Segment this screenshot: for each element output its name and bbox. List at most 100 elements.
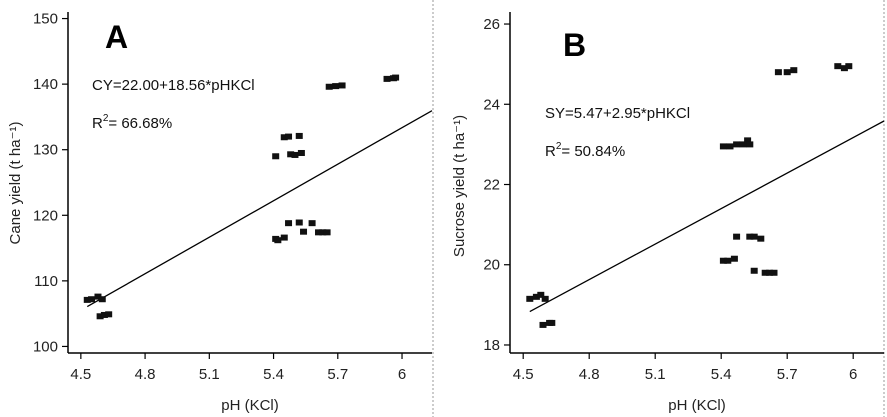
data-point xyxy=(287,151,295,158)
r-squared-value: = 50.84% xyxy=(561,143,625,160)
y-tick-label: 20 xyxy=(483,257,500,274)
x-tick-label: 5.4 xyxy=(263,366,284,383)
r-squared: R2= 50.84% xyxy=(545,141,625,160)
y-tick-label: 26 xyxy=(483,16,500,33)
data-point xyxy=(539,321,547,328)
r-squared: R2= 66.68% xyxy=(92,113,172,132)
x-tick-label: 6 xyxy=(398,366,406,383)
data-point xyxy=(730,255,738,262)
data-point xyxy=(105,311,113,318)
data-point xyxy=(300,228,308,235)
regression-equation: SY=5.47+2.95*pHKCl xyxy=(545,105,690,122)
data-point xyxy=(323,229,331,236)
y-axis-label: Sucrose yield (t ha⁻¹) xyxy=(451,115,468,257)
x-tick-label: 5.7 xyxy=(327,366,348,383)
data-point xyxy=(724,257,732,264)
y-tick-label: 150 xyxy=(33,11,58,28)
data-point xyxy=(88,296,96,303)
x-tick-label: 4.5 xyxy=(513,366,534,383)
data-point xyxy=(98,296,106,303)
data-point xyxy=(272,153,280,160)
data-point xyxy=(719,143,727,150)
data-point xyxy=(541,295,549,302)
y-tick-label: 110 xyxy=(34,273,58,290)
data-point xyxy=(526,295,534,302)
y-tick-label: 18 xyxy=(483,337,500,354)
data-point xyxy=(840,65,848,72)
data-point xyxy=(291,151,299,158)
y-axis-label: Cane yield (t ha⁻¹) xyxy=(7,122,24,245)
regression-equation: CY=22.00+18.56*pHKCl xyxy=(92,77,255,94)
x-tick-label: 4.5 xyxy=(70,366,91,383)
r-squared-superscript: 2 xyxy=(103,113,109,124)
data-point xyxy=(733,141,741,148)
data-point xyxy=(325,83,333,90)
data-point xyxy=(96,313,104,320)
data-point xyxy=(548,319,556,326)
data-point xyxy=(285,220,293,227)
r-squared-symbol: R xyxy=(545,143,556,160)
data-point xyxy=(532,293,540,300)
y-tick-label: 24 xyxy=(483,96,500,113)
data-point xyxy=(733,233,741,240)
data-point xyxy=(834,63,842,70)
r-squared-value: = 66.68% xyxy=(108,115,172,132)
data-point xyxy=(726,143,734,150)
data-point xyxy=(537,291,545,298)
r-squared-symbol: R xyxy=(92,115,103,132)
chart-panel-a: 4.5 4.8 5.1 5.4 5.7 6 100 110 120 130 140 150 A CY… xyxy=(7,11,433,414)
x-tick-label: 5.7 xyxy=(777,366,798,383)
x-tick-label: 5.1 xyxy=(645,366,666,383)
data-point xyxy=(750,233,758,240)
x-tick-label: 5.4 xyxy=(711,366,732,383)
data-point xyxy=(295,219,303,226)
data-point xyxy=(719,257,727,264)
data-point xyxy=(100,311,108,318)
data-point xyxy=(383,75,391,82)
data-point xyxy=(285,133,293,140)
data-point xyxy=(746,141,754,148)
data-point xyxy=(774,69,782,76)
y-tick-label: 120 xyxy=(33,207,58,224)
y-tick-label: 22 xyxy=(483,177,500,194)
data-point xyxy=(332,83,340,90)
data-point xyxy=(761,269,769,276)
data-point xyxy=(280,234,288,241)
x-axis-label: pH (KCl) xyxy=(668,397,726,414)
data-point xyxy=(308,220,316,227)
y-tick-label: 100 xyxy=(33,338,58,355)
data-point xyxy=(750,267,758,274)
y-tick-label: 130 xyxy=(33,142,58,159)
data-point xyxy=(274,237,282,244)
chart-panel-b: 4.5 4.8 5.1 5.4 5.7 6 18 20 22 24 26 B SY=5.47+2.… xyxy=(451,12,885,414)
trend-line xyxy=(529,120,885,313)
data-point xyxy=(744,137,752,144)
data-point xyxy=(392,74,400,81)
x-tick-label: 5.1 xyxy=(199,366,220,383)
data-point xyxy=(770,269,778,276)
data-point xyxy=(297,149,305,156)
data-point xyxy=(295,132,303,139)
data-point xyxy=(783,69,791,76)
data-point xyxy=(280,134,288,141)
data-point xyxy=(790,67,798,74)
data-point xyxy=(766,269,774,276)
x-tick-label: 4.8 xyxy=(579,366,600,383)
x-tick-label: 6 xyxy=(849,366,857,383)
x-tick-label: 4.8 xyxy=(135,366,156,383)
data-point xyxy=(319,229,327,236)
panel-label: A xyxy=(105,19,128,55)
data-point xyxy=(746,233,754,240)
data-point xyxy=(845,63,853,70)
r-squared-superscript: 2 xyxy=(556,141,562,152)
data-point xyxy=(83,296,91,303)
data-point xyxy=(757,235,765,242)
panel-label: B xyxy=(563,27,586,63)
x-axis-label: pH (KCl) xyxy=(221,397,279,414)
data-point xyxy=(315,229,323,236)
trend-line xyxy=(86,110,433,308)
data-point xyxy=(338,82,346,89)
data-point xyxy=(739,141,747,148)
data-point xyxy=(94,293,102,300)
